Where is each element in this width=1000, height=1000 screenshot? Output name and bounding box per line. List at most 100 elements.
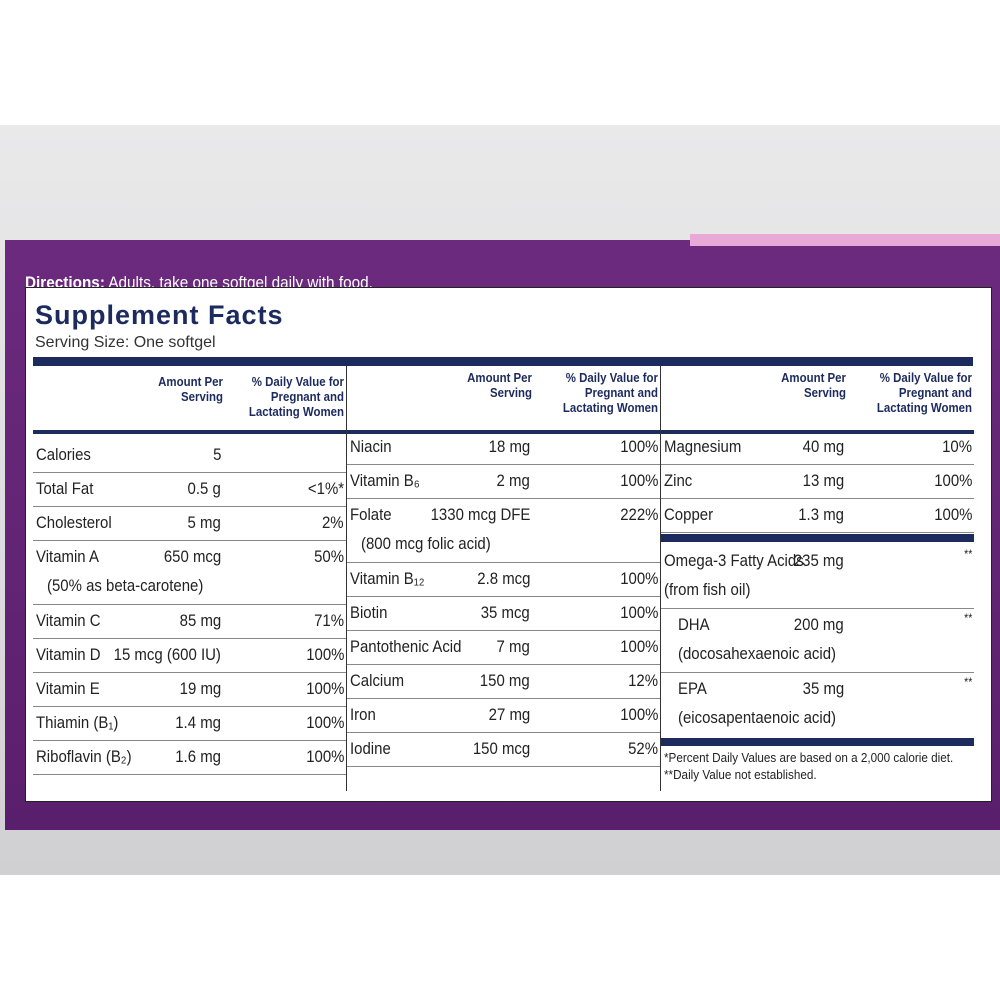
nutrient-row: Vitamin B₁₂ 2.8 mcg 100% <box>347 562 660 597</box>
amount: 7 mg <box>496 637 530 656</box>
daily-value: 100% <box>619 471 658 490</box>
footnote: **Daily Value not established. <box>664 767 817 782</box>
nutrient-name: Biotin <box>350 603 388 622</box>
daily-value: 100% <box>619 637 658 656</box>
dv-header: % Daily Value for Pregnant and Lactating… <box>876 370 972 415</box>
daily-value: 100% <box>305 747 344 766</box>
divider <box>661 430 974 434</box>
amount: 15 mcg (600 IU) <box>113 645 221 664</box>
footnote: *Percent Daily Values are based on a 2,0… <box>664 750 954 765</box>
nutrient-name: Calcium <box>350 671 405 690</box>
nutrient-name: Riboflavin (B₂) <box>36 747 132 766</box>
amount: 650 mcg <box>163 547 221 566</box>
amount: 13 mg <box>802 471 844 490</box>
amount: 40 mg <box>802 437 844 456</box>
amount: 19 mg <box>179 679 221 698</box>
daily-value: 100% <box>619 705 658 724</box>
amount: 150 mg <box>480 671 530 690</box>
daily-value: 10% <box>942 437 972 456</box>
daily-value: 100% <box>619 569 658 588</box>
amount-header: Amount Per Serving <box>467 370 532 400</box>
daily-value: ** <box>963 547 972 561</box>
amount: 2 mg <box>496 471 530 490</box>
nutrient-name: Calories <box>36 445 91 464</box>
nutrient-name: EPA <box>678 679 707 698</box>
nutrient-row: Cholesterol 5 mg 2% <box>33 506 346 541</box>
nutrient-name: Copper <box>664 505 714 524</box>
nutrient-row: Vitamin A 650 mcg 50% (50% as beta-carotene… <box>33 540 346 605</box>
package-stripe <box>690 234 1000 246</box>
amount: 35 mcg <box>480 603 530 622</box>
nutrient-name: Iodine <box>350 739 391 758</box>
daily-value: 12% <box>628 671 658 690</box>
nutrient-row: Vitamin E 19 mg 100% <box>33 672 346 707</box>
daily-value: 2% <box>322 513 344 532</box>
daily-value: 50% <box>314 547 344 566</box>
amount: 85 mg <box>179 611 221 630</box>
nutrient-name: Vitamin B₁₂ <box>350 569 425 588</box>
amount: 1330 mcg DFE <box>430 505 530 524</box>
nutrient-row: Riboflavin (B₂) 1.6 mg 100% <box>33 740 346 775</box>
nutrient-row: EPA 35 mg ** (eicosapentaenoic acid) <box>661 672 974 736</box>
nutrient-row: Total Fat 0.5 g <1%* <box>33 472 346 507</box>
nutrient-name: DHA <box>678 615 710 634</box>
amount: 35 mg <box>802 679 844 698</box>
divider <box>33 357 973 366</box>
nutrient-name: Niacin <box>350 437 392 456</box>
nutrient-row: Copper 1.3 mg 100% <box>661 498 974 533</box>
nutrient-name: Magnesium <box>664 437 742 456</box>
amount: 150 mcg <box>472 739 530 758</box>
daily-value: <1%* <box>307 479 344 498</box>
amount: 1.6 mg <box>175 747 221 766</box>
column: Amount Per Serving % Daily Value for Preg… <box>33 366 347 791</box>
daily-value: 100% <box>305 679 344 698</box>
nutrient-name: Total Fat <box>36 479 94 498</box>
amount: 235 mg <box>794 551 844 570</box>
daily-value: 100% <box>619 437 658 456</box>
nutrient-row: DHA 200 mg ** (docosahexaenoic acid) <box>661 608 974 673</box>
daily-value: ** <box>963 611 972 625</box>
nutrient-row: Zinc 13 mg 100% <box>661 464 974 499</box>
nutrient-row: Biotin 35 mcg 100% <box>347 596 660 631</box>
amount: 0.5 g <box>187 479 221 498</box>
divider <box>661 738 974 746</box>
nutrient-note: (eicosapentaenoic acid) <box>678 708 837 727</box>
daily-value: 100% <box>933 471 972 490</box>
nutrient-name: Pantothenic Acid <box>350 637 462 656</box>
column: Amount Per Serving % Daily Value for Preg… <box>661 366 974 791</box>
title: Supplement Facts <box>35 300 284 330</box>
nutrient-row: Folate 1330 mcg DFE 222% (800 mcg folic aci… <box>347 498 660 563</box>
amount: 27 mg <box>488 705 530 724</box>
amount: 18 mg <box>488 437 530 456</box>
daily-value: 100% <box>305 713 344 732</box>
nutrient-row: Magnesium 40 mg 10% <box>661 430 974 465</box>
column: Amount Per Serving % Daily Value for Preg… <box>347 366 661 791</box>
divider <box>347 430 660 434</box>
nutrient-name: Thiamin (B₁) <box>36 713 119 732</box>
daily-value: ** <box>963 675 972 689</box>
amount: 2.8 mcg <box>476 569 530 588</box>
nutrient-row: Pantothenic Acid 7 mg 100% <box>347 630 660 665</box>
serving-size: Serving Size: One softgel <box>35 334 216 351</box>
daily-value: 222% <box>619 505 658 524</box>
amount: 5 mg <box>187 513 221 532</box>
facts-panel <box>25 287 992 802</box>
divider <box>661 534 974 542</box>
amount-header: Amount Per Serving <box>158 374 223 404</box>
nutrient-row: Vitamin D 15 mcg (600 IU) 100% <box>33 638 346 673</box>
nutrient-name: Zinc <box>664 471 693 490</box>
nutrient-row: Iodine 150 mcg 52% <box>347 732 660 767</box>
nutrient-name: Vitamin C <box>36 611 101 630</box>
daily-value: 52% <box>628 739 658 758</box>
amount: 1.3 mg <box>798 505 844 524</box>
nutrient-name: Vitamin B₆ <box>350 471 420 490</box>
nutrient-name: Folate <box>350 505 392 524</box>
amount: 5 <box>212 445 221 464</box>
nutrient-row: Vitamin B₆ 2 mg 100% <box>347 464 660 499</box>
nutrient-note: (50% as beta-carotene) <box>47 576 204 595</box>
amount: 200 mg <box>794 615 844 634</box>
nutrient-row: Vitamin C 85 mg 71% <box>33 604 346 639</box>
nutrient-name: Vitamin A <box>36 547 99 566</box>
dv-header: % Daily Value for Pregnant and Lactating… <box>248 374 344 419</box>
